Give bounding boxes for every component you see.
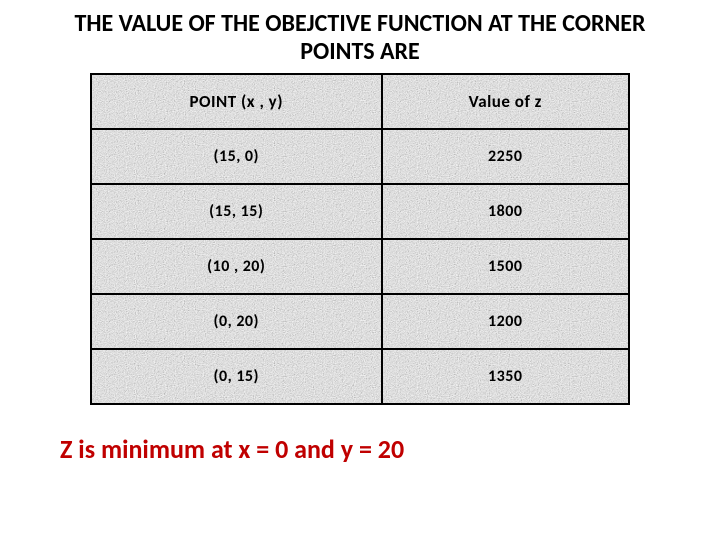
col-header-value: Value of z	[382, 74, 629, 129]
cell-value-text: 1500	[488, 257, 522, 276]
cell-value: 2250	[382, 129, 629, 184]
table-row: (15, 15) 1800	[91, 184, 629, 239]
cell-point-text: (0, 20)	[213, 312, 259, 331]
col-header-point-text: POINT (x , y)	[189, 91, 283, 112]
cell-point-text: (15, 0)	[213, 147, 259, 166]
cell-point-text: (0, 15)	[213, 367, 259, 386]
cell-point: (0, 20)	[91, 294, 382, 349]
cell-value: 1200	[382, 294, 629, 349]
col-header-point: POINT (x , y)	[91, 74, 382, 129]
cell-value: 1350	[382, 349, 629, 404]
conclusion-text: Z is minimum at x = 0 and y = 20	[0, 405, 720, 465]
cell-point-text: (15, 15)	[209, 202, 263, 221]
cell-value-text: 1200	[488, 312, 522, 331]
corner-points-table: POINT (x , y) Value of z (15, 0) 2250 (1…	[90, 73, 630, 405]
table-row: (0, 15) 1350	[91, 349, 629, 404]
cell-value-text: 2250	[488, 147, 522, 166]
corner-points-table-wrap: POINT (x , y) Value of z (15, 0) 2250 (1…	[90, 73, 630, 405]
cell-value-text: 1350	[488, 367, 522, 386]
cell-point: (0, 15)	[91, 349, 382, 404]
cell-point: (15, 0)	[91, 129, 382, 184]
col-header-value-text: Value of z	[469, 91, 542, 112]
cell-point: (10 , 20)	[91, 239, 382, 294]
cell-value: 1500	[382, 239, 629, 294]
table-header-row: POINT (x , y) Value of z	[91, 74, 629, 129]
table-row: (10 , 20) 1500	[91, 239, 629, 294]
cell-value: 1800	[382, 184, 629, 239]
table-row: (0, 20) 1200	[91, 294, 629, 349]
cell-point-text: (10 , 20)	[207, 257, 265, 276]
cell-point: (15, 15)	[91, 184, 382, 239]
cell-value-text: 1800	[488, 202, 522, 221]
page-title: THE VALUE OF THE OBEJCTIVE FUNCTION AT T…	[0, 0, 720, 73]
table-row: (15, 0) 2250	[91, 129, 629, 184]
